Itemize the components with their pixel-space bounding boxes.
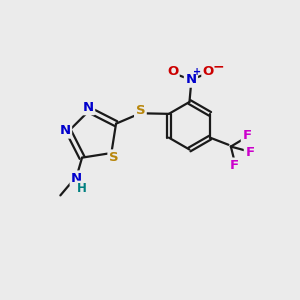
Text: S: S bbox=[136, 104, 145, 117]
Text: O: O bbox=[167, 65, 178, 78]
Text: N: N bbox=[82, 101, 94, 114]
Text: O: O bbox=[203, 65, 214, 78]
Text: N: N bbox=[185, 73, 197, 86]
Text: −: − bbox=[213, 60, 224, 74]
Text: N: N bbox=[59, 124, 70, 137]
Text: H: H bbox=[77, 182, 87, 195]
Text: N: N bbox=[71, 172, 82, 185]
Text: F: F bbox=[230, 159, 239, 172]
Text: +: + bbox=[194, 67, 202, 77]
Text: S: S bbox=[109, 151, 118, 164]
Text: F: F bbox=[242, 129, 251, 142]
Text: F: F bbox=[245, 146, 254, 159]
